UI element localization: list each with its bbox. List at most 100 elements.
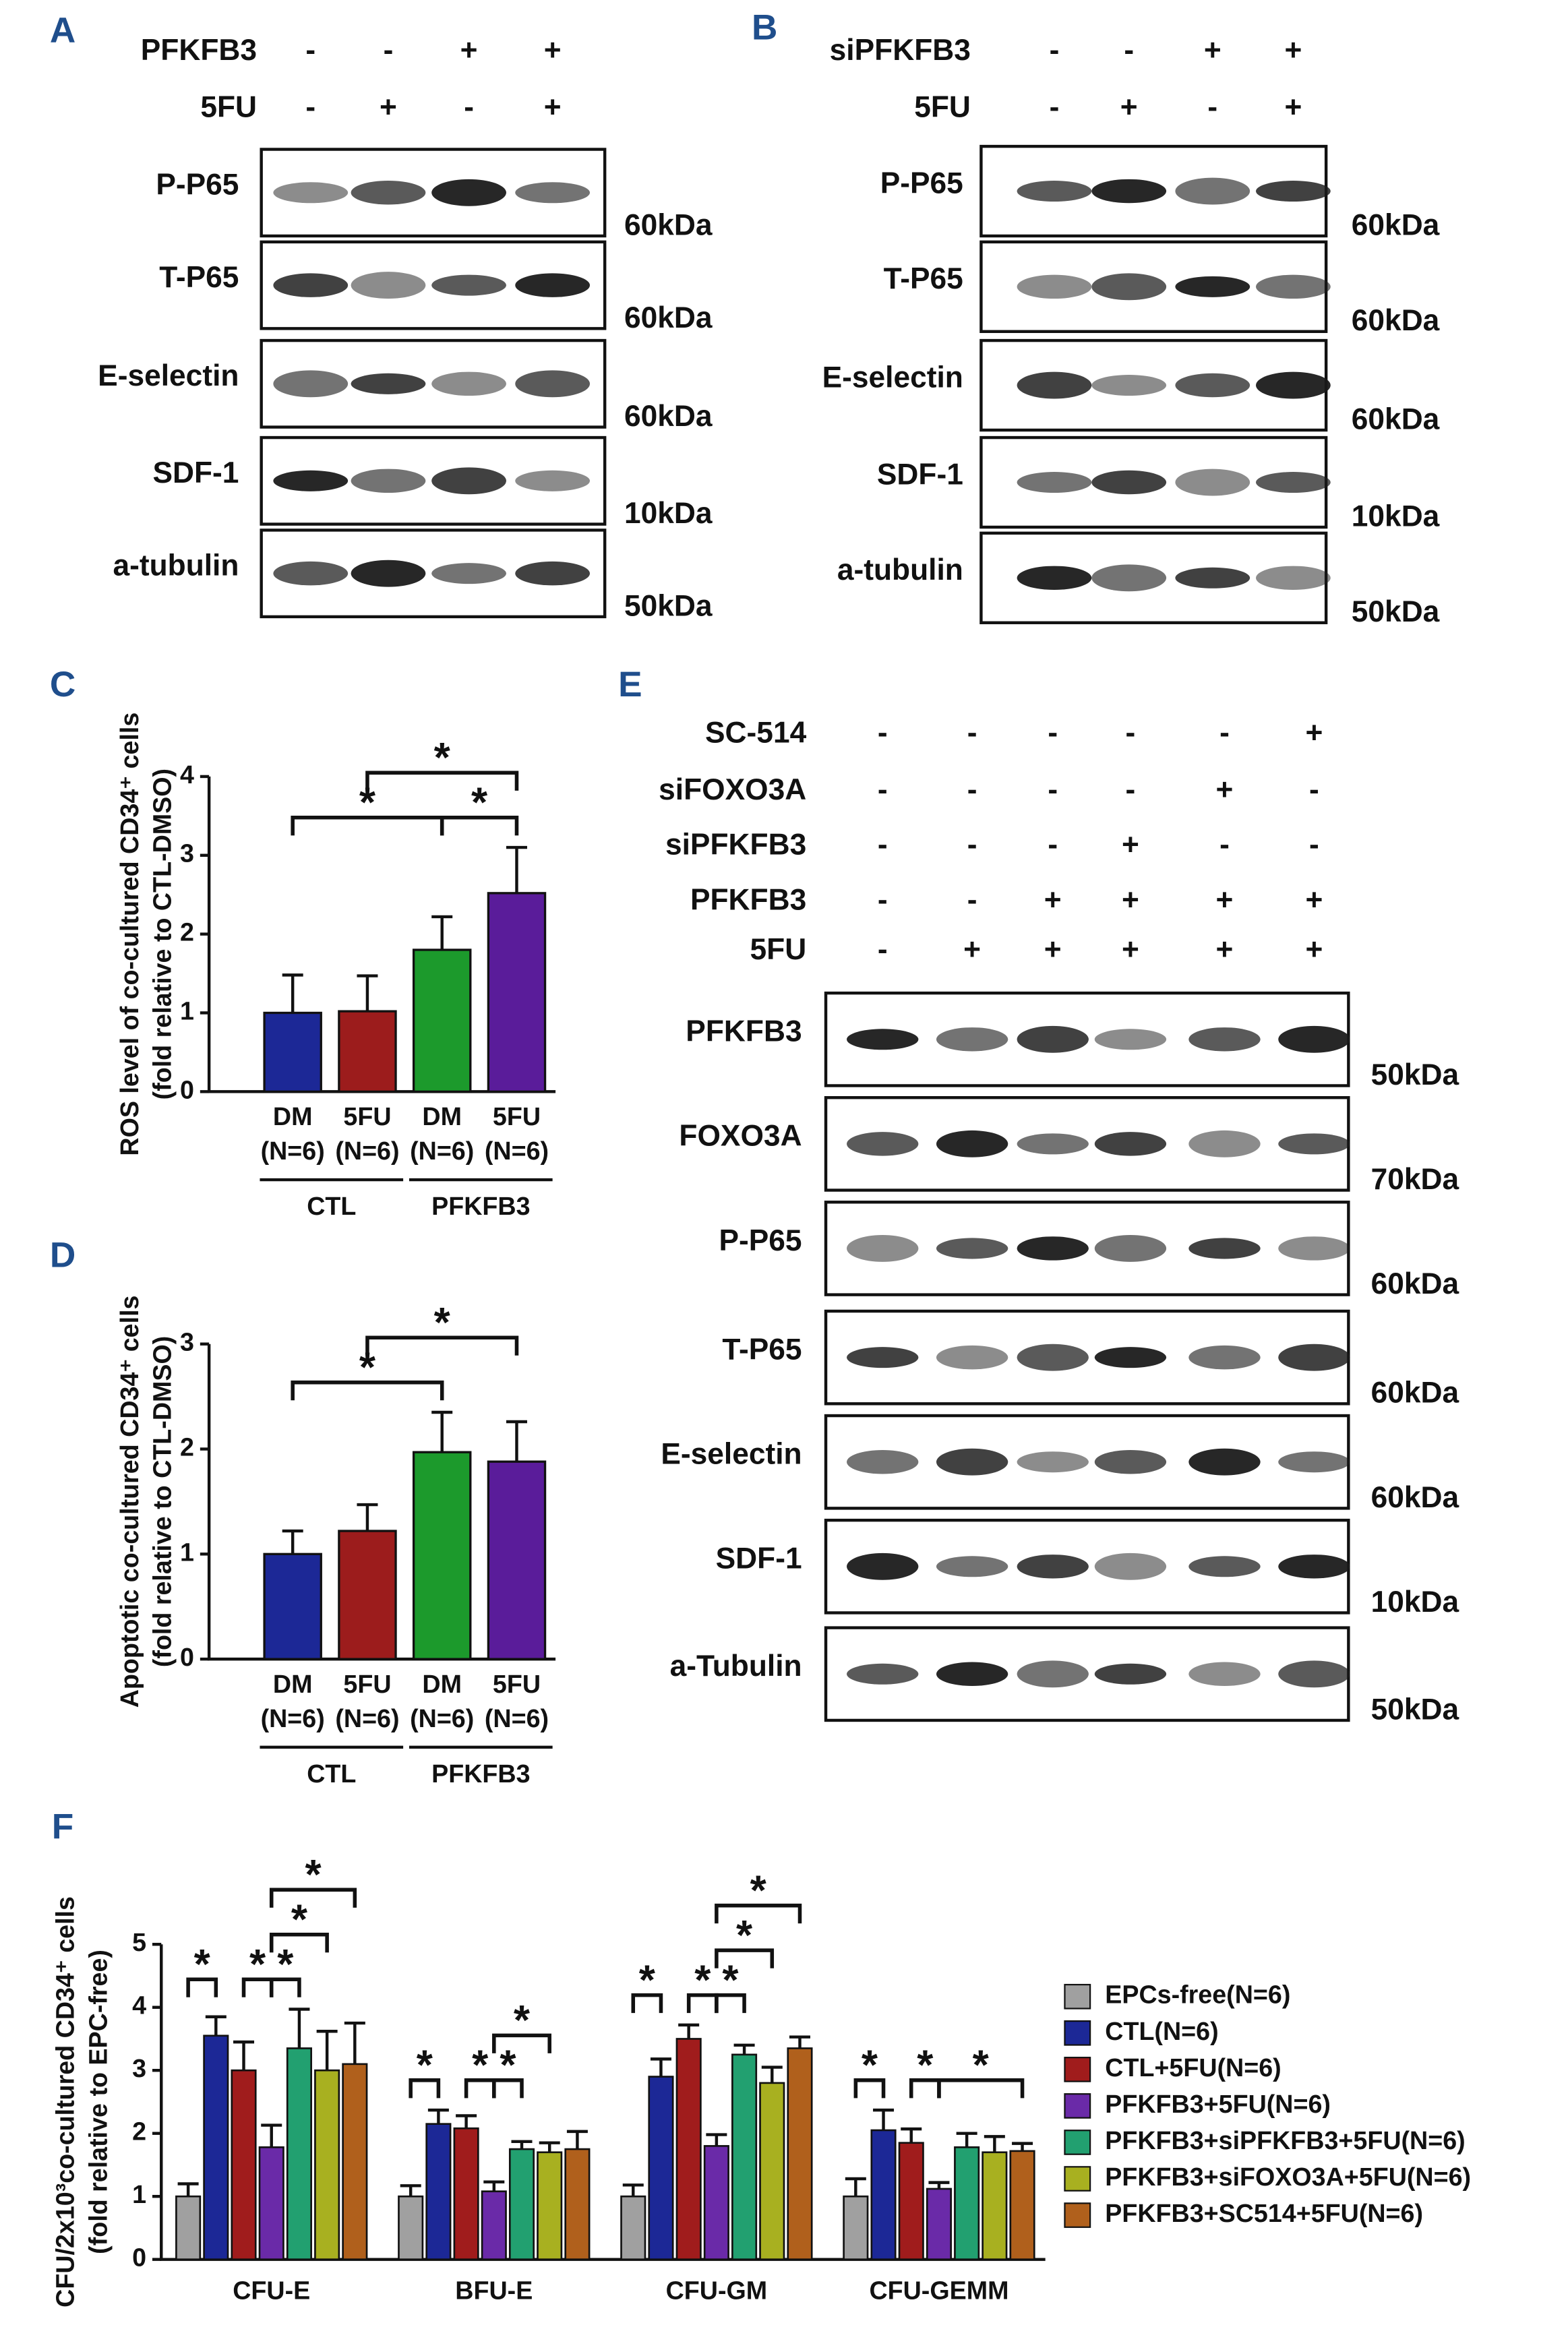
error-bar	[1012, 2142, 1033, 2151]
y-tick-label: 1	[180, 1538, 194, 1566]
blot-band	[431, 179, 506, 206]
bar	[286, 2047, 312, 2260]
significance-bracket	[631, 1993, 663, 2014]
error-bar	[431, 915, 453, 951]
blot-band	[847, 1347, 919, 1368]
significance-label: *	[862, 2042, 878, 2088]
panel-letter: C	[50, 665, 76, 704]
blot-band	[1175, 567, 1250, 589]
band-label: E-selectin	[98, 359, 239, 392]
blot-band	[1017, 1451, 1089, 1473]
error-bar	[789, 2035, 810, 2049]
blot-band	[431, 563, 506, 584]
band-size: 60kDa	[624, 301, 713, 334]
significance-label: *	[417, 2042, 433, 2088]
blot-band	[1091, 375, 1167, 396]
blot-band	[1188, 1556, 1261, 1577]
group-label: CTL	[307, 1759, 356, 1788]
condition-sign: -	[1048, 717, 1058, 750]
condition-sign: -	[878, 717, 888, 750]
condition-sign: +	[1216, 884, 1234, 917]
error-bar	[177, 2182, 199, 2197]
y-tick-label: 4	[132, 1991, 146, 2020]
error-bar	[506, 845, 527, 893]
band-label: P-P65	[719, 1224, 802, 1257]
blot-band	[273, 182, 349, 204]
x-tick-label: DM	[273, 1102, 313, 1130]
bar	[731, 2053, 758, 2260]
x-tick-note: (N=6)	[410, 1704, 474, 1732]
error-bar	[622, 2183, 644, 2197]
significance-bracket	[409, 2078, 441, 2099]
x-tick-note: (N=6)	[335, 1704, 399, 1732]
band-size: 60kDa	[624, 400, 713, 433]
y-tick-label: 1	[180, 996, 194, 1025]
significance-bracket	[492, 2078, 524, 2099]
blot-band	[1094, 1235, 1167, 1262]
condition-sign: +	[460, 34, 478, 67]
blot-band	[1175, 276, 1250, 297]
band-label: T-P65	[884, 262, 963, 295]
condition-sign: +	[1305, 717, 1323, 750]
legend-swatch	[1064, 2057, 1091, 2082]
blot-band	[936, 1345, 1008, 1370]
blot-band	[1256, 274, 1331, 299]
blot-band	[1091, 470, 1167, 495]
significance-label: *	[305, 1852, 322, 1898]
error-bar	[511, 2140, 533, 2150]
blot-band	[1017, 472, 1092, 493]
blot-band	[936, 1448, 1008, 1476]
condition-sign: +	[1120, 90, 1138, 123]
band-size: 50kDa	[1371, 1058, 1459, 1091]
error-bar	[539, 2141, 560, 2152]
blot-band	[1278, 1133, 1350, 1155]
error-bar	[678, 2023, 700, 2039]
bar	[620, 2195, 646, 2260]
error-bar	[984, 2135, 1005, 2152]
blot-band	[1017, 181, 1092, 202]
significance-bracket	[440, 816, 519, 836]
condition-sign: +	[1216, 933, 1234, 966]
bar	[231, 2069, 257, 2260]
significance-label: *	[514, 1997, 531, 2044]
significance-bracket	[937, 2078, 1025, 2099]
blot-band	[1094, 1663, 1167, 1685]
blot-band	[1278, 1025, 1350, 1053]
band-size: 10kDa	[1352, 500, 1440, 533]
blot-band	[936, 1238, 1008, 1259]
condition-label: 5FU	[750, 933, 807, 966]
bar	[412, 948, 472, 1093]
blot-band	[1094, 1029, 1167, 1050]
condition-sign: -	[967, 884, 977, 917]
bar	[203, 2034, 229, 2260]
condition-sign: -	[967, 828, 977, 862]
significance-label: *	[194, 1941, 211, 1988]
band-size: 10kDa	[624, 497, 713, 530]
band-size: 60kDa	[1371, 1481, 1459, 1514]
error-bar	[289, 2008, 310, 2049]
legend-swatch	[1064, 2093, 1091, 2119]
blot-band	[1175, 373, 1250, 398]
significance-label: *	[500, 2042, 516, 2088]
x-tick-label: DM	[422, 1670, 462, 1698]
blot-band	[273, 561, 349, 586]
condition-sign: +	[1122, 884, 1139, 917]
bar	[487, 892, 547, 1093]
group-label: PFKFB3	[431, 1759, 530, 1788]
x-tick-label: DM	[422, 1102, 462, 1130]
condition-sign: +	[1284, 90, 1302, 123]
error-bar	[205, 2015, 227, 2036]
error-bar	[566, 2130, 588, 2150]
blot-band	[1017, 371, 1092, 399]
condition-sign: +	[1122, 828, 1139, 862]
y-tick-label: 0	[132, 2243, 146, 2272]
bar	[338, 1530, 397, 1660]
error-bar	[344, 2021, 365, 2064]
error-bar	[928, 2181, 950, 2189]
blot-band	[1256, 566, 1331, 591]
y-tick-label: 2	[180, 918, 194, 946]
bar	[954, 2146, 980, 2260]
blot-band	[1256, 472, 1331, 493]
x-tick-label: CFU-GM	[666, 2276, 768, 2304]
